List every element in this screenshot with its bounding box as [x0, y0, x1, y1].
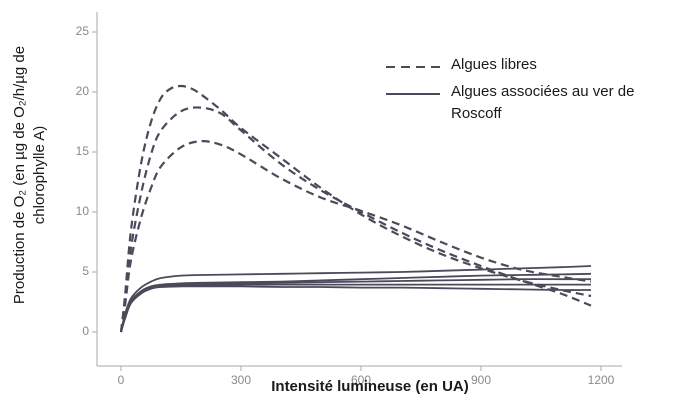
x-tick-label: 900: [471, 373, 491, 387]
y-tick-label: 15: [76, 144, 90, 158]
x-tick-label: 300: [231, 373, 251, 387]
legend-label-algues-libres: Algues libres: [451, 56, 537, 73]
series-line-solid-4: [120, 265, 592, 333]
x-tick-label: 600: [351, 373, 371, 387]
axes: 0 5 10 15 20 25 0 300 600 900 1200: [76, 12, 622, 387]
y-tick-label: 10: [76, 204, 90, 218]
y-tick-label: 20: [76, 84, 90, 98]
x-axis-title: Intensité lumineuse (en UA): [271, 378, 469, 395]
y-axis-title-line2: chlorophylle A): [31, 126, 48, 224]
series-line-dashed-1: [119, 84, 592, 333]
y-tick-label: 0: [82, 324, 89, 338]
y-tick-label: 25: [76, 24, 90, 38]
legend: Algues libres Algues associées au ver de…: [386, 56, 634, 122]
series-group: [119, 84, 592, 333]
y-tick-label: 5: [82, 264, 89, 278]
series-line-dashed-2: [119, 106, 592, 333]
y-axis-title-line1: Production de O₂ (en µg de O₂/h/µg de: [11, 46, 28, 304]
legend-label-algues-associees: Algues associées au ver de: [451, 83, 634, 100]
series-line-solid-7: [120, 283, 591, 333]
series-line-dashed-3: [119, 140, 592, 333]
series-line-solid-8: [120, 285, 592, 333]
series-line-solid-5: [120, 272, 592, 333]
x-tick-label: 1200: [588, 373, 615, 387]
legend-label-algues-associees-cont: Roscoff: [451, 105, 502, 122]
x-tick-label: 0: [118, 373, 125, 387]
